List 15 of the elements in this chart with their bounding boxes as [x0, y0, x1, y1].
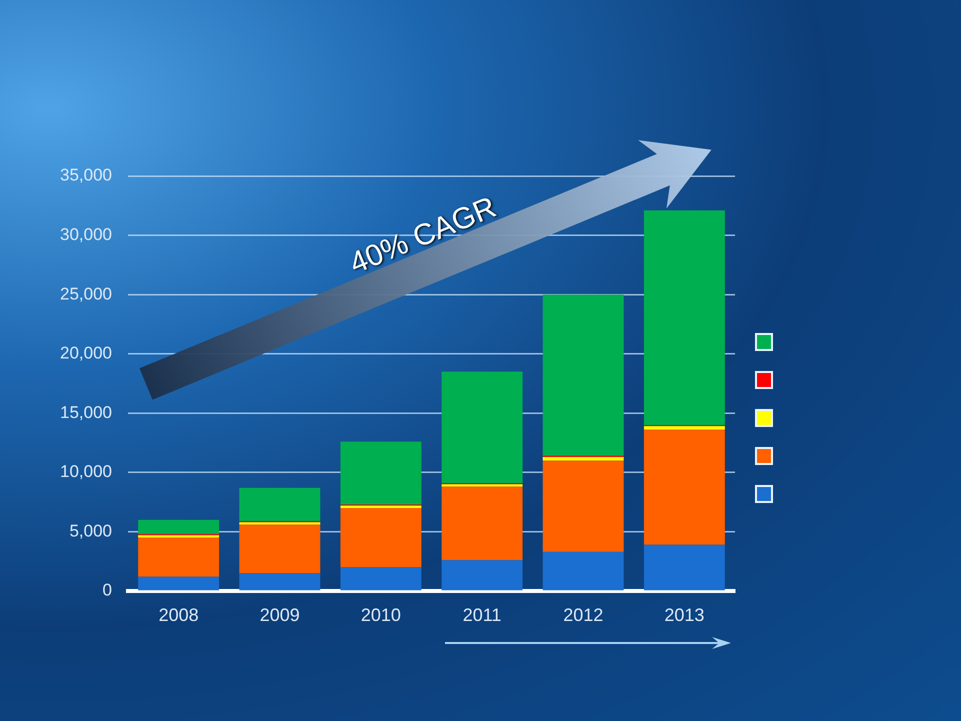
y-tick-label: 20,000	[60, 344, 112, 363]
x-tick-label: 2009	[260, 604, 300, 625]
annotation: 40% CAGR	[345, 190, 502, 282]
x-tick-label: 2012	[563, 604, 604, 625]
y-tick-label: 15,000	[60, 402, 112, 422]
y-tick-label: 35,000	[60, 166, 112, 185]
x-tick-label: 2008	[158, 604, 199, 625]
y-tick-label: 5,000	[69, 521, 112, 540]
x-tick-label: 2013	[664, 604, 704, 625]
y-tick-label: 30,000	[60, 224, 112, 244]
y-tick-label: 0	[102, 580, 112, 600]
x-tick-label: 2011	[462, 604, 502, 625]
y-tick-label: 25,000	[60, 284, 112, 304]
y-tick-label: 10,000	[60, 462, 112, 482]
x-tick-label: 2010	[360, 604, 401, 625]
